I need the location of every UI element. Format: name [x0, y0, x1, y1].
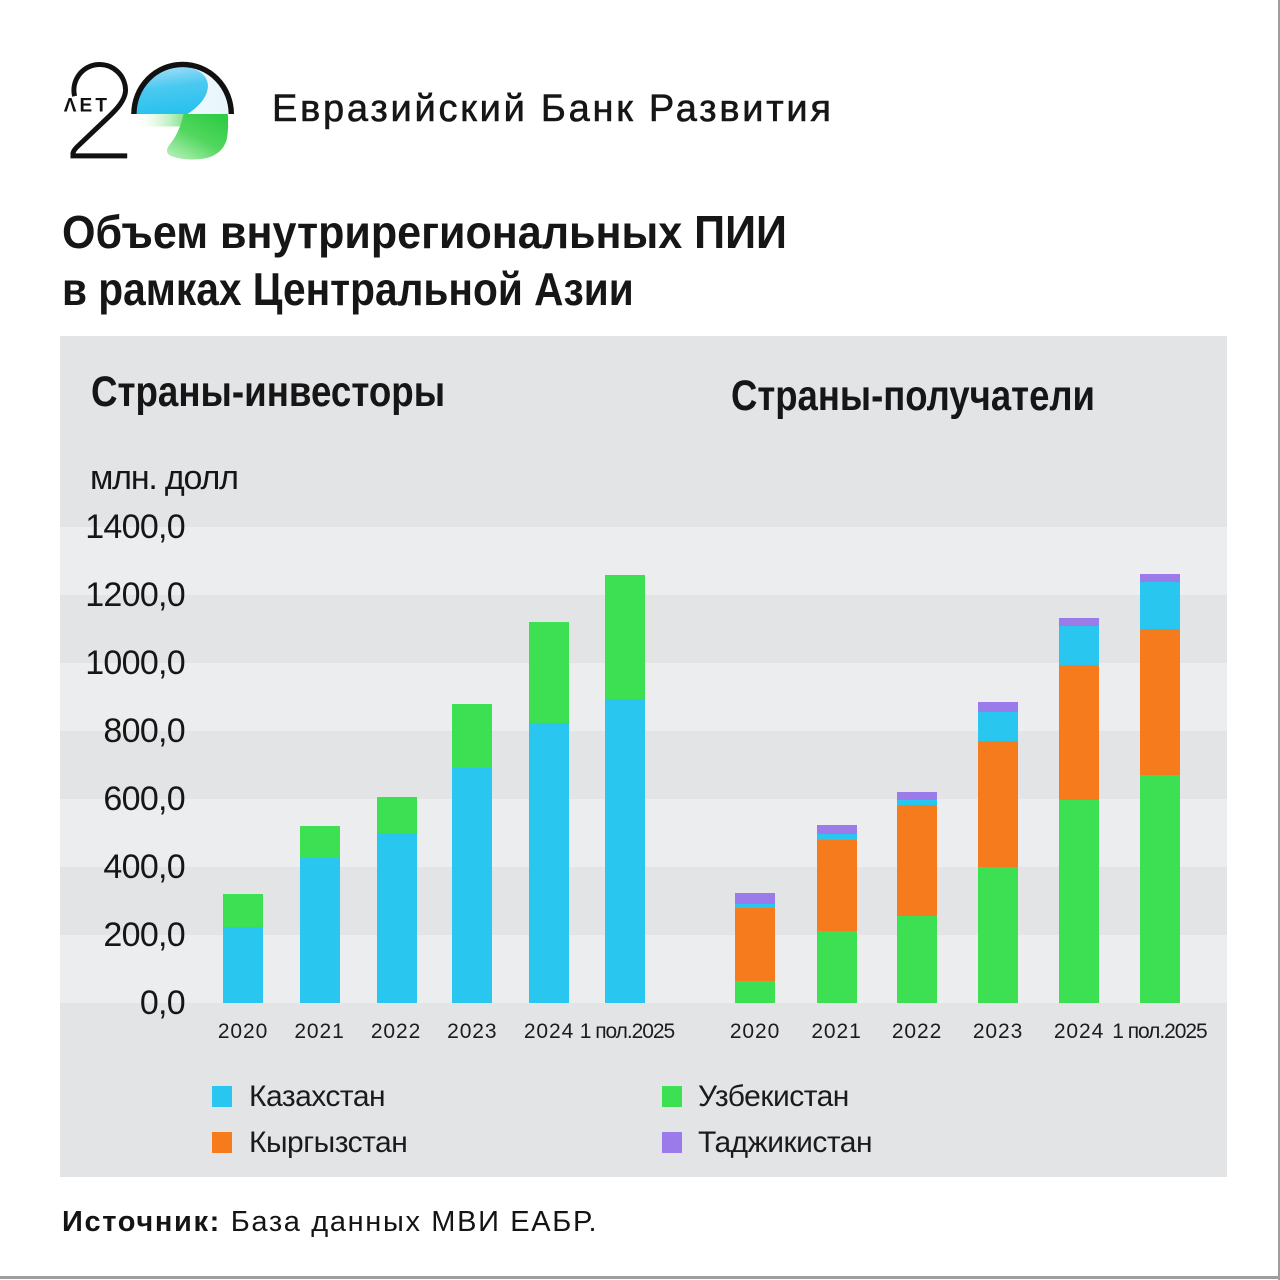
svg-text:ΛЕТ: ΛЕТ — [64, 95, 111, 116]
